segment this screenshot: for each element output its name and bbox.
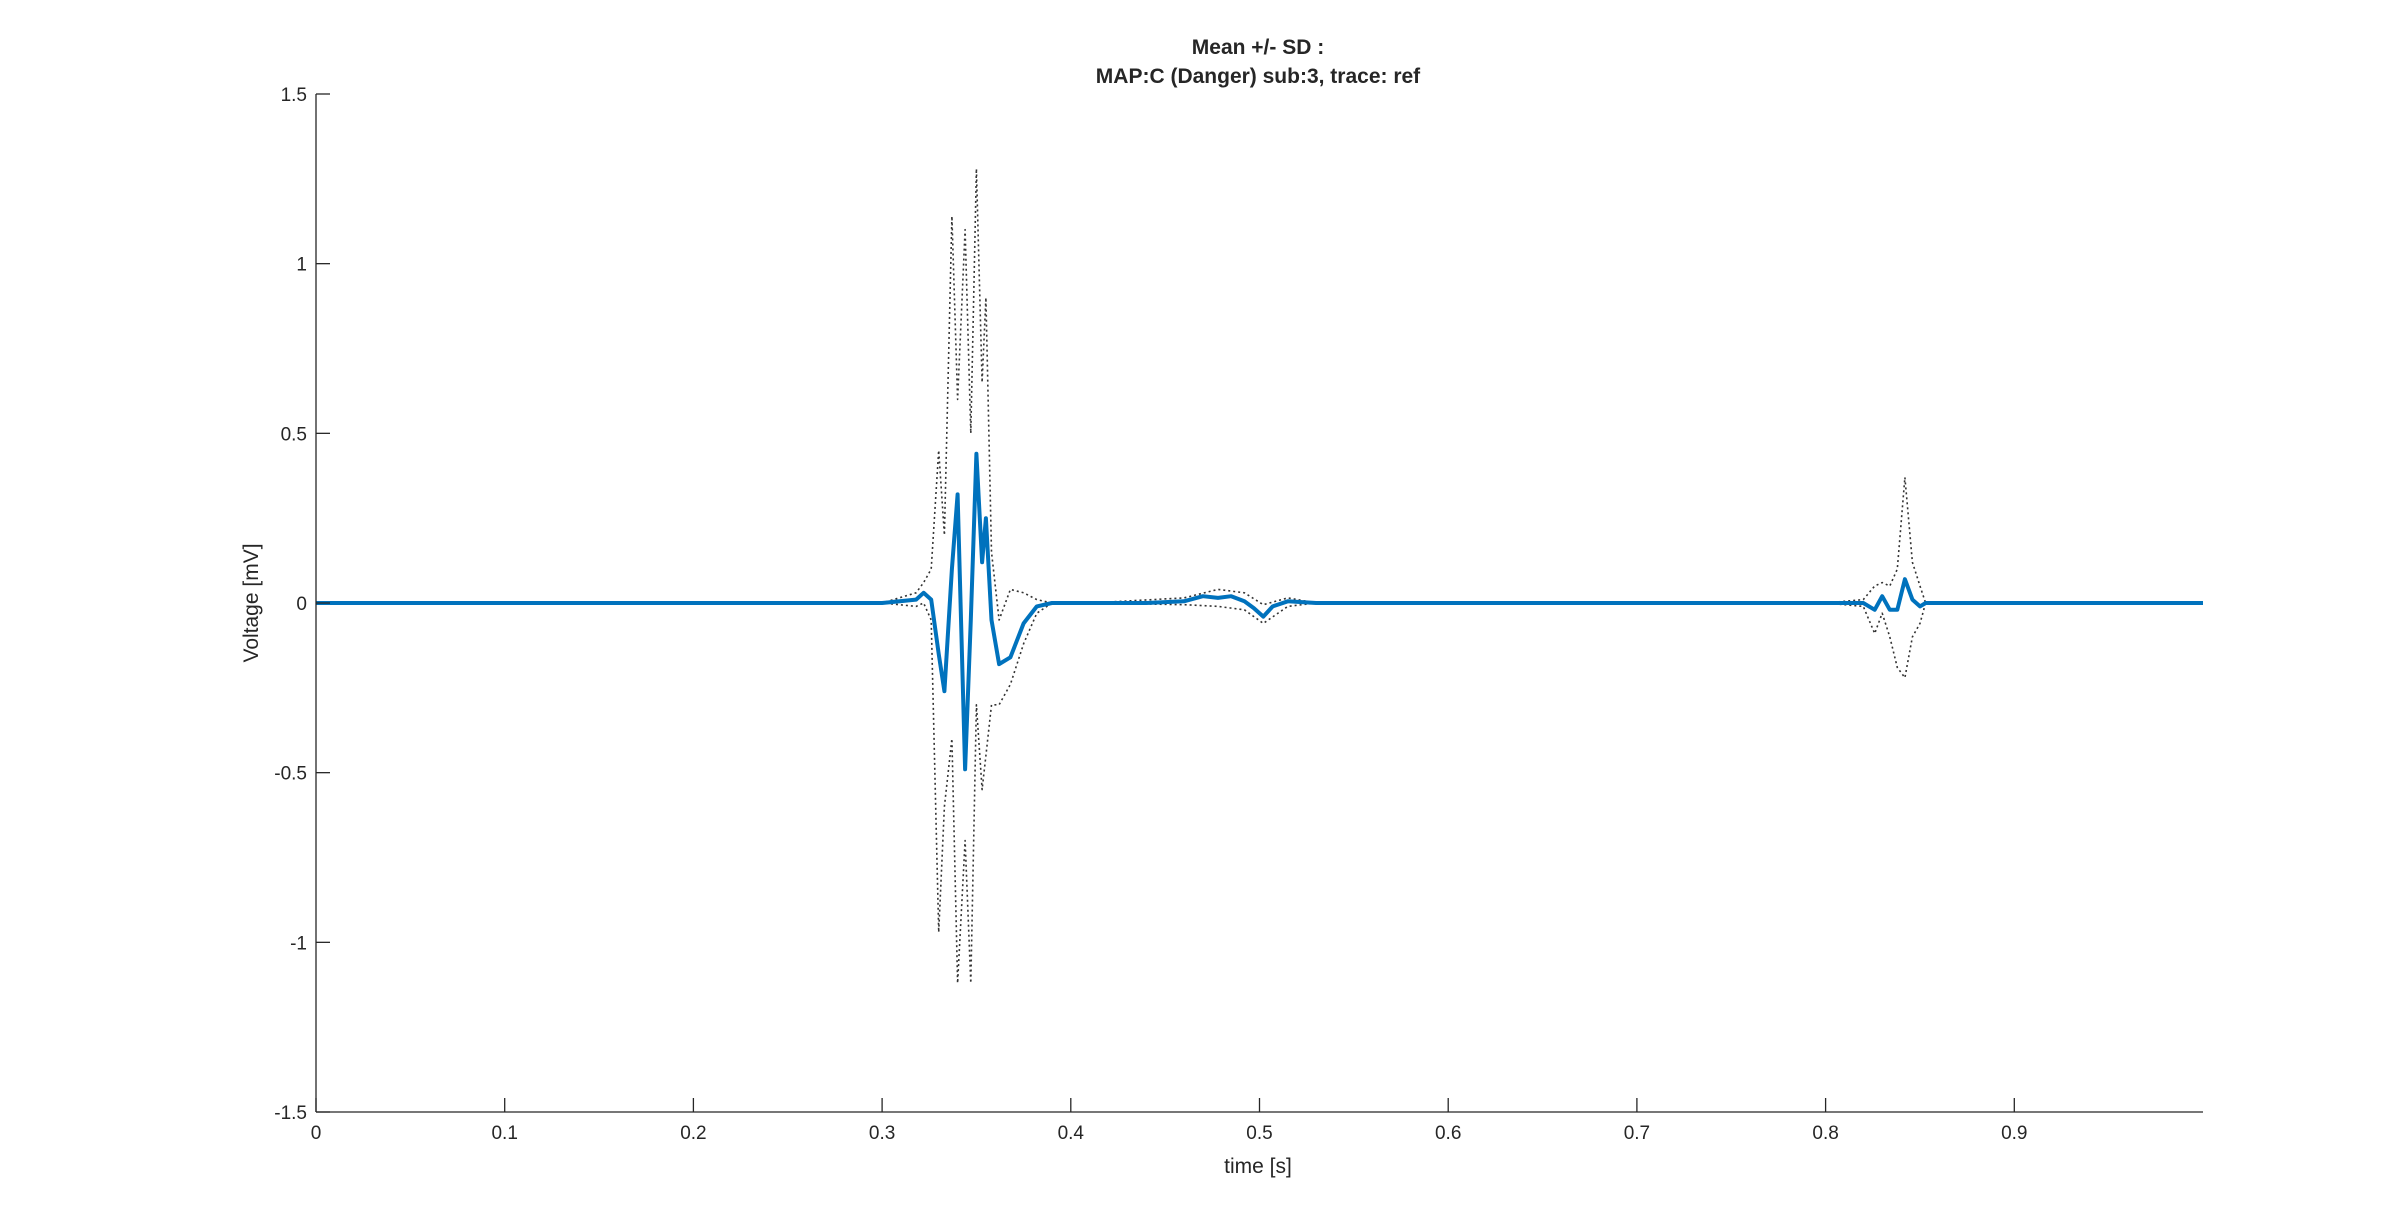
- x-tick-label: 0.5: [1246, 1123, 1272, 1144]
- series-line-mean-sd: [316, 167, 2203, 621]
- x-tick-label: 0.1: [491, 1123, 517, 1144]
- y-tick-label: 0: [296, 594, 307, 615]
- x-tick-label: 0: [311, 1123, 322, 1144]
- x-tick-label: 0.3: [869, 1123, 895, 1144]
- x-ticks: 0 0.1 0.2 0.3 0.4 0.5 0.6 0.7 0.8 0.9: [311, 1098, 2028, 1144]
- x-tick-label: 0.2: [680, 1123, 706, 1144]
- plot-area: [316, 167, 2203, 984]
- chart-title-line-2: MAP:C (Danger) sub:3, trace: ref: [1096, 65, 1421, 88]
- y-tick-label: -1.5: [274, 1103, 307, 1124]
- sd-band-lines: [316, 167, 2203, 984]
- series-line-mean: [316, 451, 2203, 772]
- y-tick-label: 1: [296, 255, 307, 276]
- x-tick-label: 0.8: [1812, 1123, 1838, 1144]
- y-tick-label: 1.5: [281, 85, 307, 106]
- y-tick-label: 0.5: [281, 424, 307, 445]
- y-tick-label: -1: [290, 933, 307, 954]
- y-tick-label: -0.5: [274, 764, 307, 785]
- axes: 0 0.1 0.2 0.3 0.4 0.5 0.6 0.7 0.8 0.9 -1.5 -1 -0.5 0…: [274, 85, 2203, 1144]
- series-line-mean-sd: [316, 602, 2203, 984]
- mean-line-group: [316, 451, 2203, 772]
- y-ticks: -1.5 -1 -0.5 0 0.5 1 1.5: [274, 85, 330, 1124]
- x-tick-label: 0.7: [1624, 1123, 1650, 1144]
- x-tick-label: 0.4: [1058, 1123, 1085, 1144]
- chart-title: Mean +/- SD : MAP:C (Danger) sub:3, trac…: [1096, 36, 1421, 88]
- chart-title-line-1: Mean +/- SD :: [1192, 36, 1324, 59]
- x-axis-label: time [s]: [1224, 1155, 1292, 1178]
- x-tick-label: 0.9: [2001, 1123, 2027, 1144]
- x-tick-label: 0.6: [1435, 1123, 1461, 1144]
- y-axis-label: Voltage [mV]: [240, 543, 263, 662]
